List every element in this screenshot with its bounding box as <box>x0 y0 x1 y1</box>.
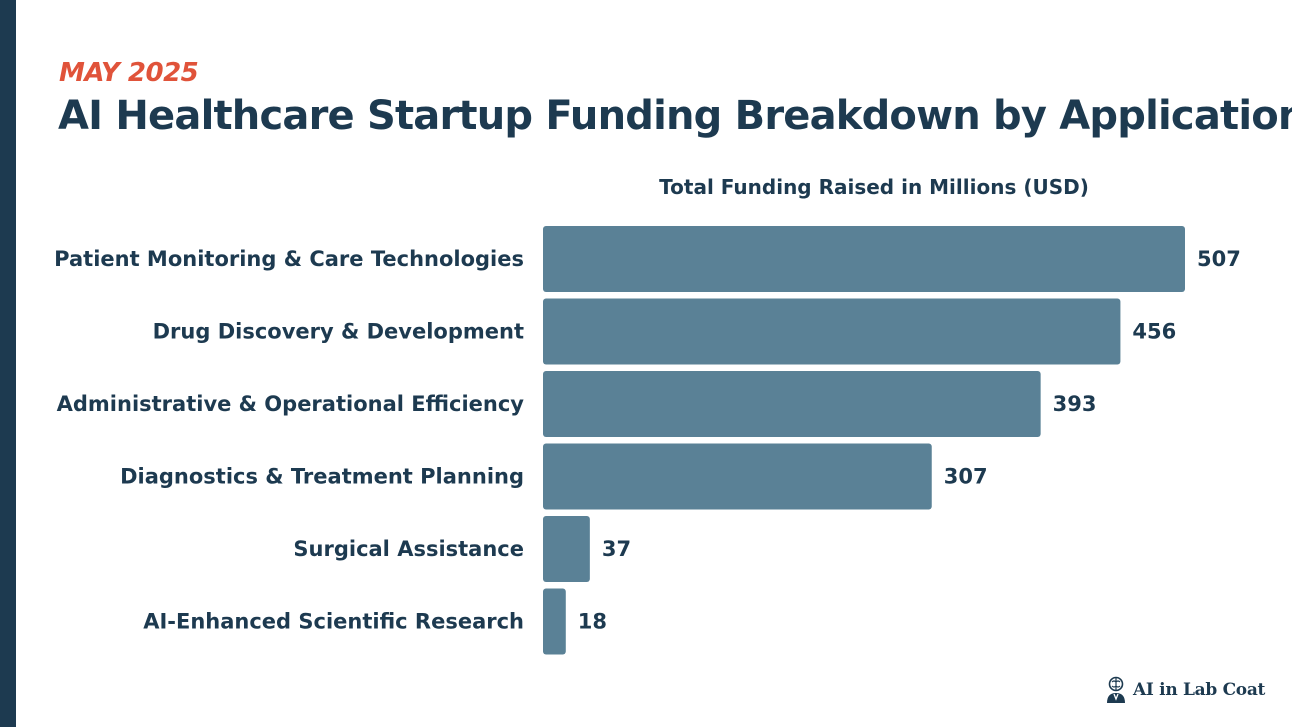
category-labels-group: Patient Monitoring & Care Technologies Dr… <box>54 247 524 634</box>
category-label-3: Diagnostics & Treatment Planning <box>120 465 524 489</box>
value-label-2: 393 <box>1053 392 1097 416</box>
value-label-5: 18 <box>578 610 607 634</box>
bars-group <box>543 226 1185 655</box>
value-label-0: 507 <box>1197 247 1241 271</box>
value-label-4: 37 <box>602 537 631 561</box>
bar-5 <box>543 588 566 655</box>
brain-scientist-icon <box>1107 676 1125 703</box>
value-label-1: 456 <box>1132 320 1176 344</box>
bar-0 <box>543 226 1185 292</box>
category-label-2: Administrative & Operational Efficiency <box>57 392 525 416</box>
bar-2 <box>543 371 1041 437</box>
value-label-3: 307 <box>944 465 988 489</box>
bar-4 <box>543 516 590 582</box>
category-label-5: AI-Enhanced Scientific Research <box>143 610 524 634</box>
value-labels-group: 507 456 393 307 37 18 <box>578 247 1241 634</box>
side-accent-bar <box>0 0 16 727</box>
bar-3 <box>543 443 932 510</box>
report-date: MAY 2025 <box>59 58 199 88</box>
category-label-1: Drug Discovery & Development <box>153 320 524 344</box>
category-label-4: Surgical Assistance <box>293 537 524 561</box>
page-title: AI Healthcare Startup Funding Breakdown … <box>58 93 1292 139</box>
chart-axis-title: Total Funding Raised in Millions (USD) <box>659 175 1089 199</box>
bar-1 <box>543 298 1121 365</box>
brand-name: AI in Lab Coat <box>1133 680 1266 700</box>
category-label-0: Patient Monitoring & Care Technologies <box>54 247 524 271</box>
brand-logo: AI in Lab Coat <box>1103 676 1265 704</box>
